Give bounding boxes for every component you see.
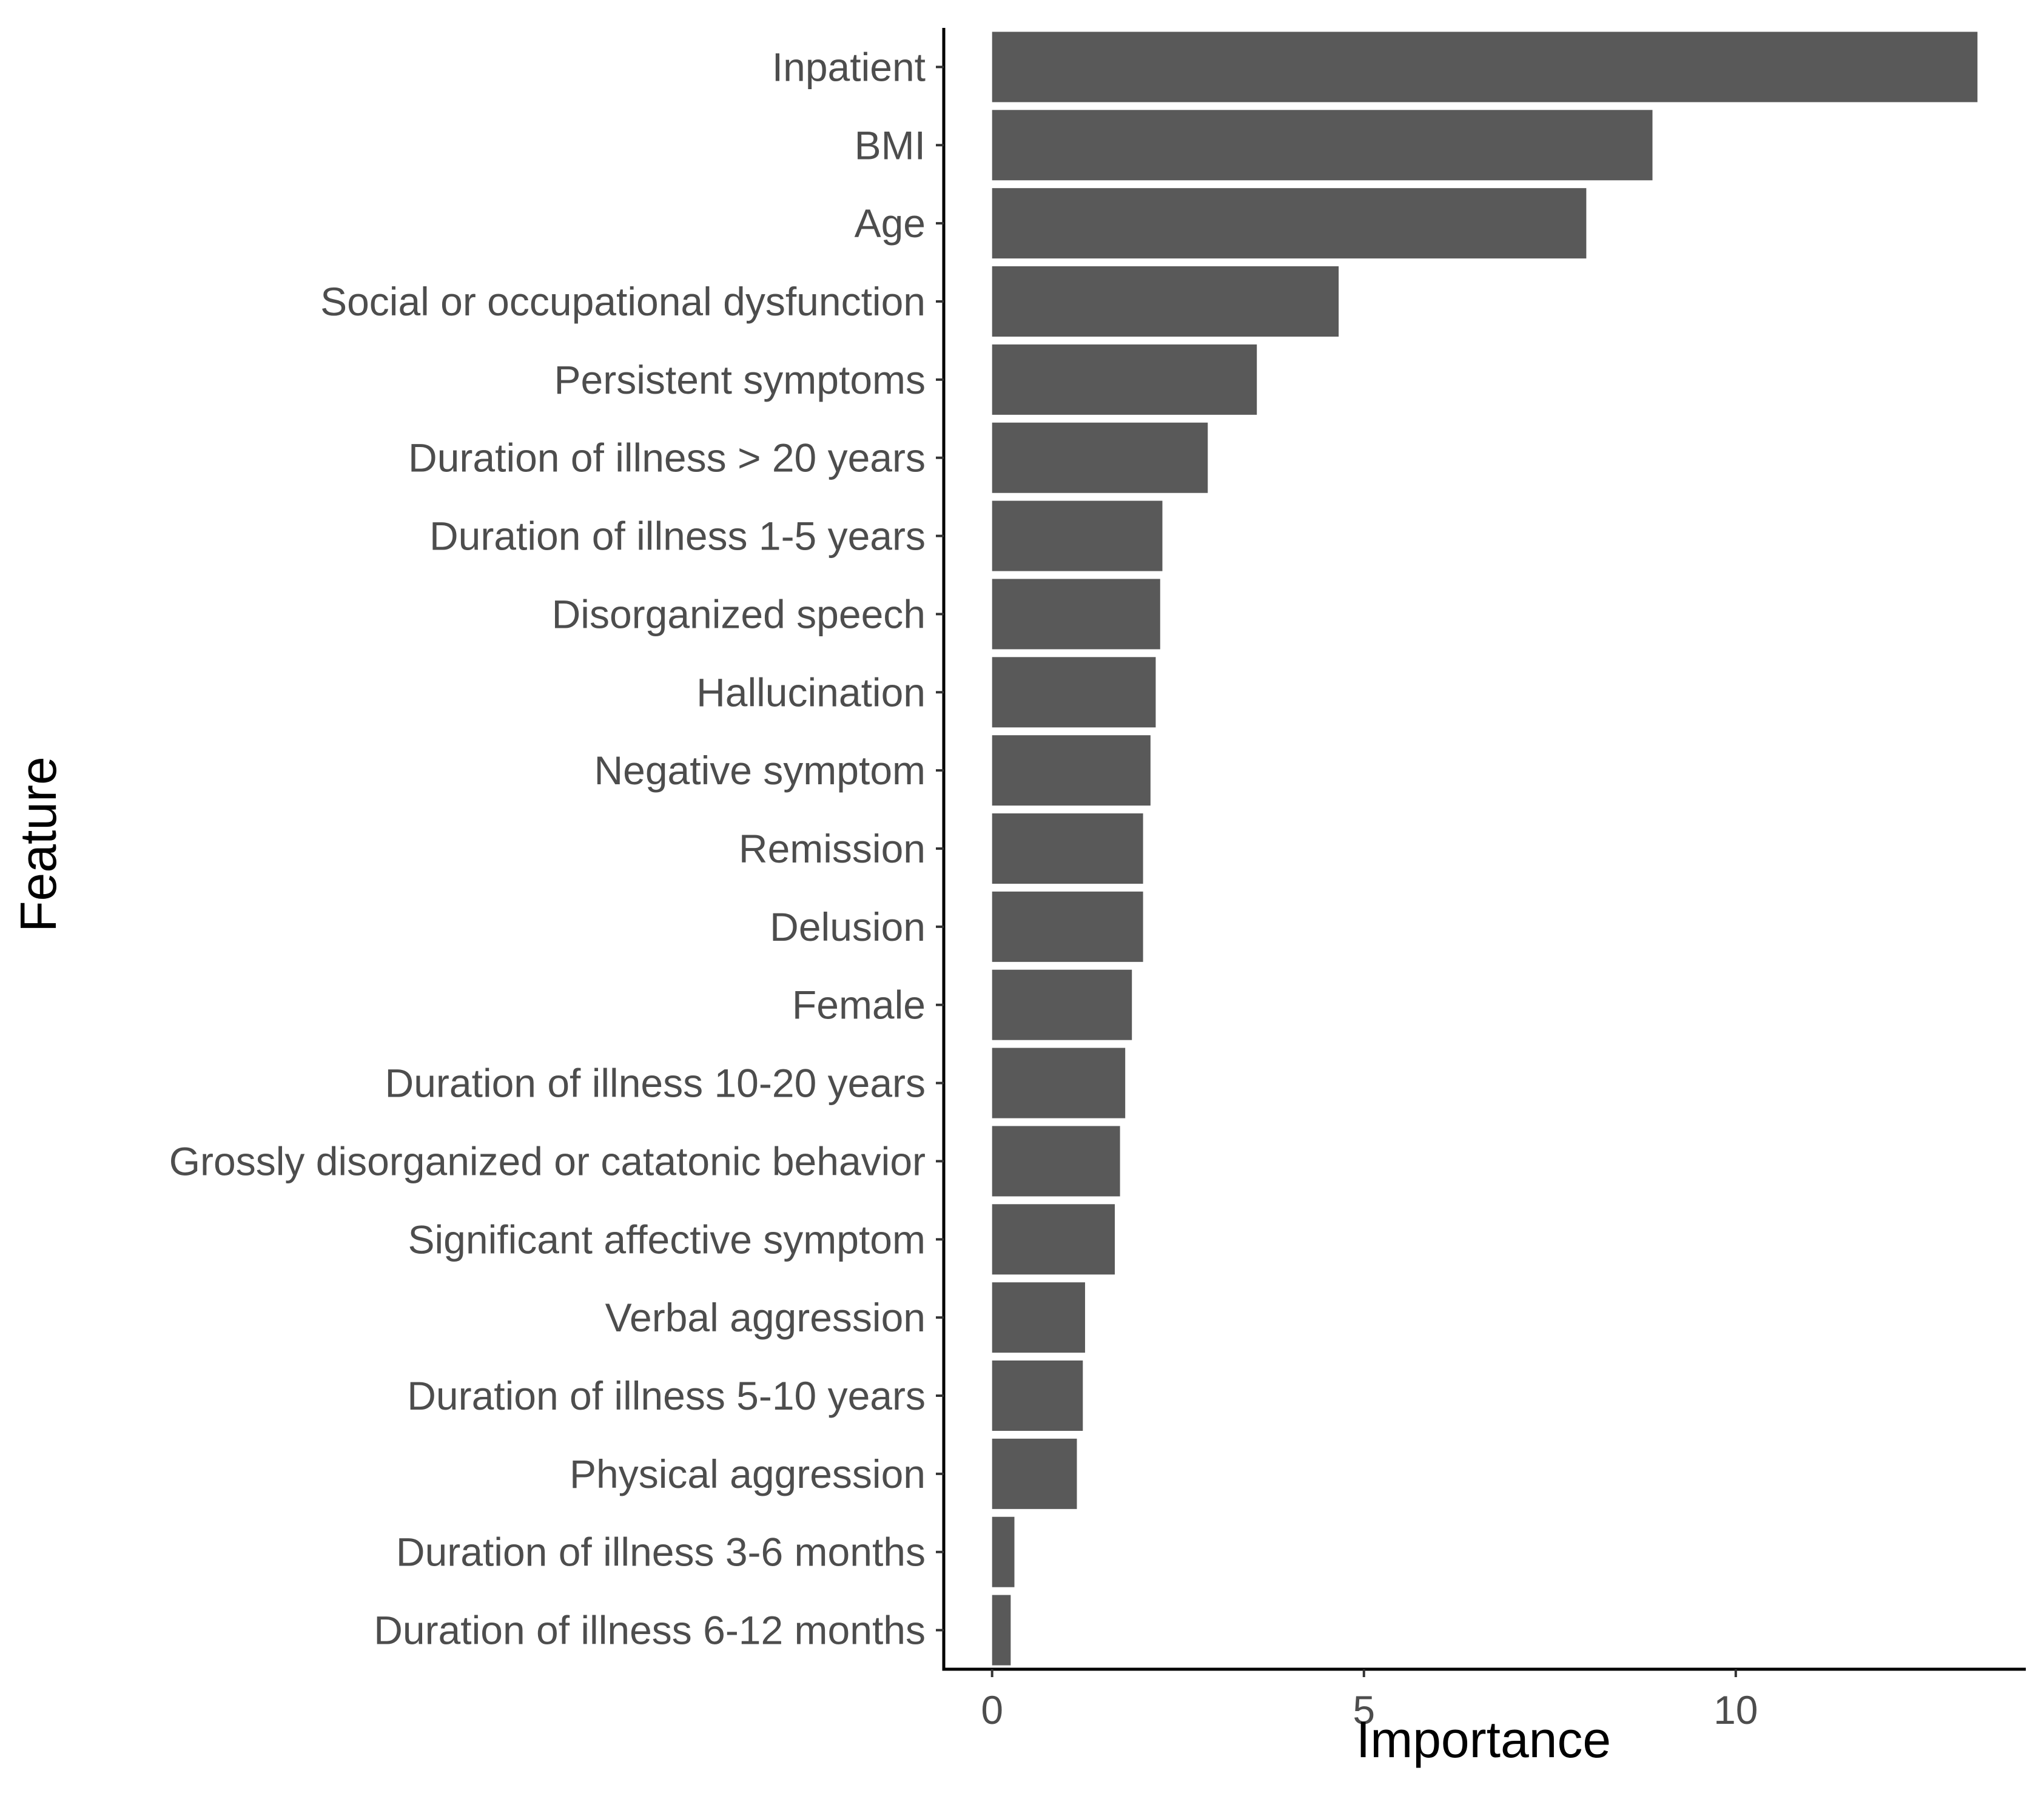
y-tick-label: Duration of illness 6-12 months [374,1608,926,1653]
bar [992,1282,1085,1353]
y-tick-label: Persistent symptoms [554,357,926,402]
bar [992,500,1163,571]
bar [992,1360,1083,1431]
y-tick-label: Grossly disorganized or catatonic behavi… [169,1138,926,1183]
bar [992,1516,1015,1587]
y-tick-label: Duration of illness 1-5 years [429,514,926,559]
bars-layer [992,32,1978,1666]
bar [992,1126,1120,1197]
y-axis-title: Feature [10,756,67,932]
x-tick-label: 10 [1713,1687,1758,1732]
x-axis-title: Importance [1356,1711,1611,1768]
bar [992,1438,1077,1509]
y-tick-label: Duration of illness > 20 years [408,436,926,480]
bar [992,735,1151,806]
y-tick-label: Hallucination [696,670,926,715]
y-tick-label: Social or occupational dysfunction [320,279,926,324]
y-tick-label: Physical aggression [570,1451,926,1496]
y-tick-label: Delusion [770,904,926,949]
y-tick-label: Duration of illness 3-6 months [396,1530,926,1575]
bar [992,110,1653,181]
y-tick-label: Age [855,201,926,246]
y-tick-label: Significant affective symptom [408,1217,926,1262]
x-tick-label: 0 [981,1687,1003,1732]
bar [992,1048,1126,1118]
y-tick-label: Negative symptom [594,748,926,793]
bar [992,579,1160,650]
y-tick-label: Disorganized speech [552,591,926,636]
y-tick-label: BMI [855,123,926,167]
bar [992,1595,1011,1666]
ticks-layer: Inpatient BMI Age Social or occupational dy… [169,44,1758,1732]
bar [992,657,1156,728]
bar [992,969,1132,1040]
y-tick-label: Inpatient [772,44,926,89]
y-tick-label: Remission [739,826,926,871]
bar [992,813,1143,884]
y-tick-label: Duration of illness 10-20 years [385,1061,926,1106]
x-tick-label: 5 [1353,1687,1375,1732]
bar [992,188,1587,259]
y-tick-label: Female [792,983,926,1027]
bar [992,266,1339,337]
bar [992,891,1143,962]
y-tick-label: Verbal aggression [605,1295,926,1340]
bar [992,32,1978,103]
bar [992,344,1257,415]
bar [992,422,1208,493]
bar [992,1204,1115,1275]
y-tick-label: Duration of illness 5-10 years [407,1373,926,1418]
